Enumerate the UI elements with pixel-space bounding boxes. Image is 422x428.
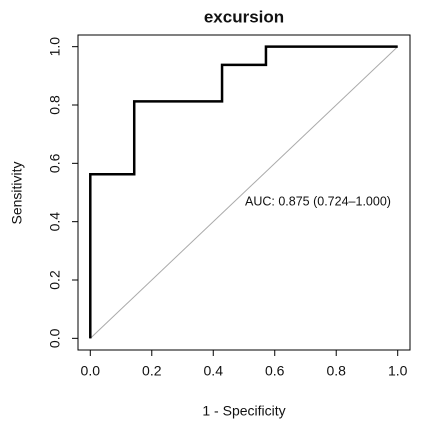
roc-curve [89, 45, 398, 339]
x-tick-label: 0.0 [81, 363, 101, 379]
y-tick-label: 0.4 [47, 212, 63, 232]
y-tick-label: 1.0 [47, 37, 63, 57]
y-tick-label: 0.8 [47, 95, 63, 115]
x-tick-label: 0.4 [204, 363, 224, 379]
reference-diagonal [89, 46, 399, 339]
x-tick-label: 0.2 [142, 363, 162, 379]
x-tick-label: 0.8 [326, 363, 346, 379]
x-tick-label: 1.0 [388, 363, 408, 379]
y-tick-label: 0.0 [47, 328, 63, 348]
chart-title: excursion [204, 7, 284, 26]
y-axis-label: Sensitivity [9, 161, 25, 224]
auc-annotation: AUC: 0.875 (0.724–1.000) [245, 194, 391, 208]
y-tick-label: 0.6 [47, 153, 63, 173]
plot-frame [77, 34, 411, 351]
x-tick-label: 0.6 [265, 363, 285, 379]
x-axis-label: 1 - Specificity [202, 403, 285, 419]
y-tick-label: 0.2 [47, 270, 63, 290]
